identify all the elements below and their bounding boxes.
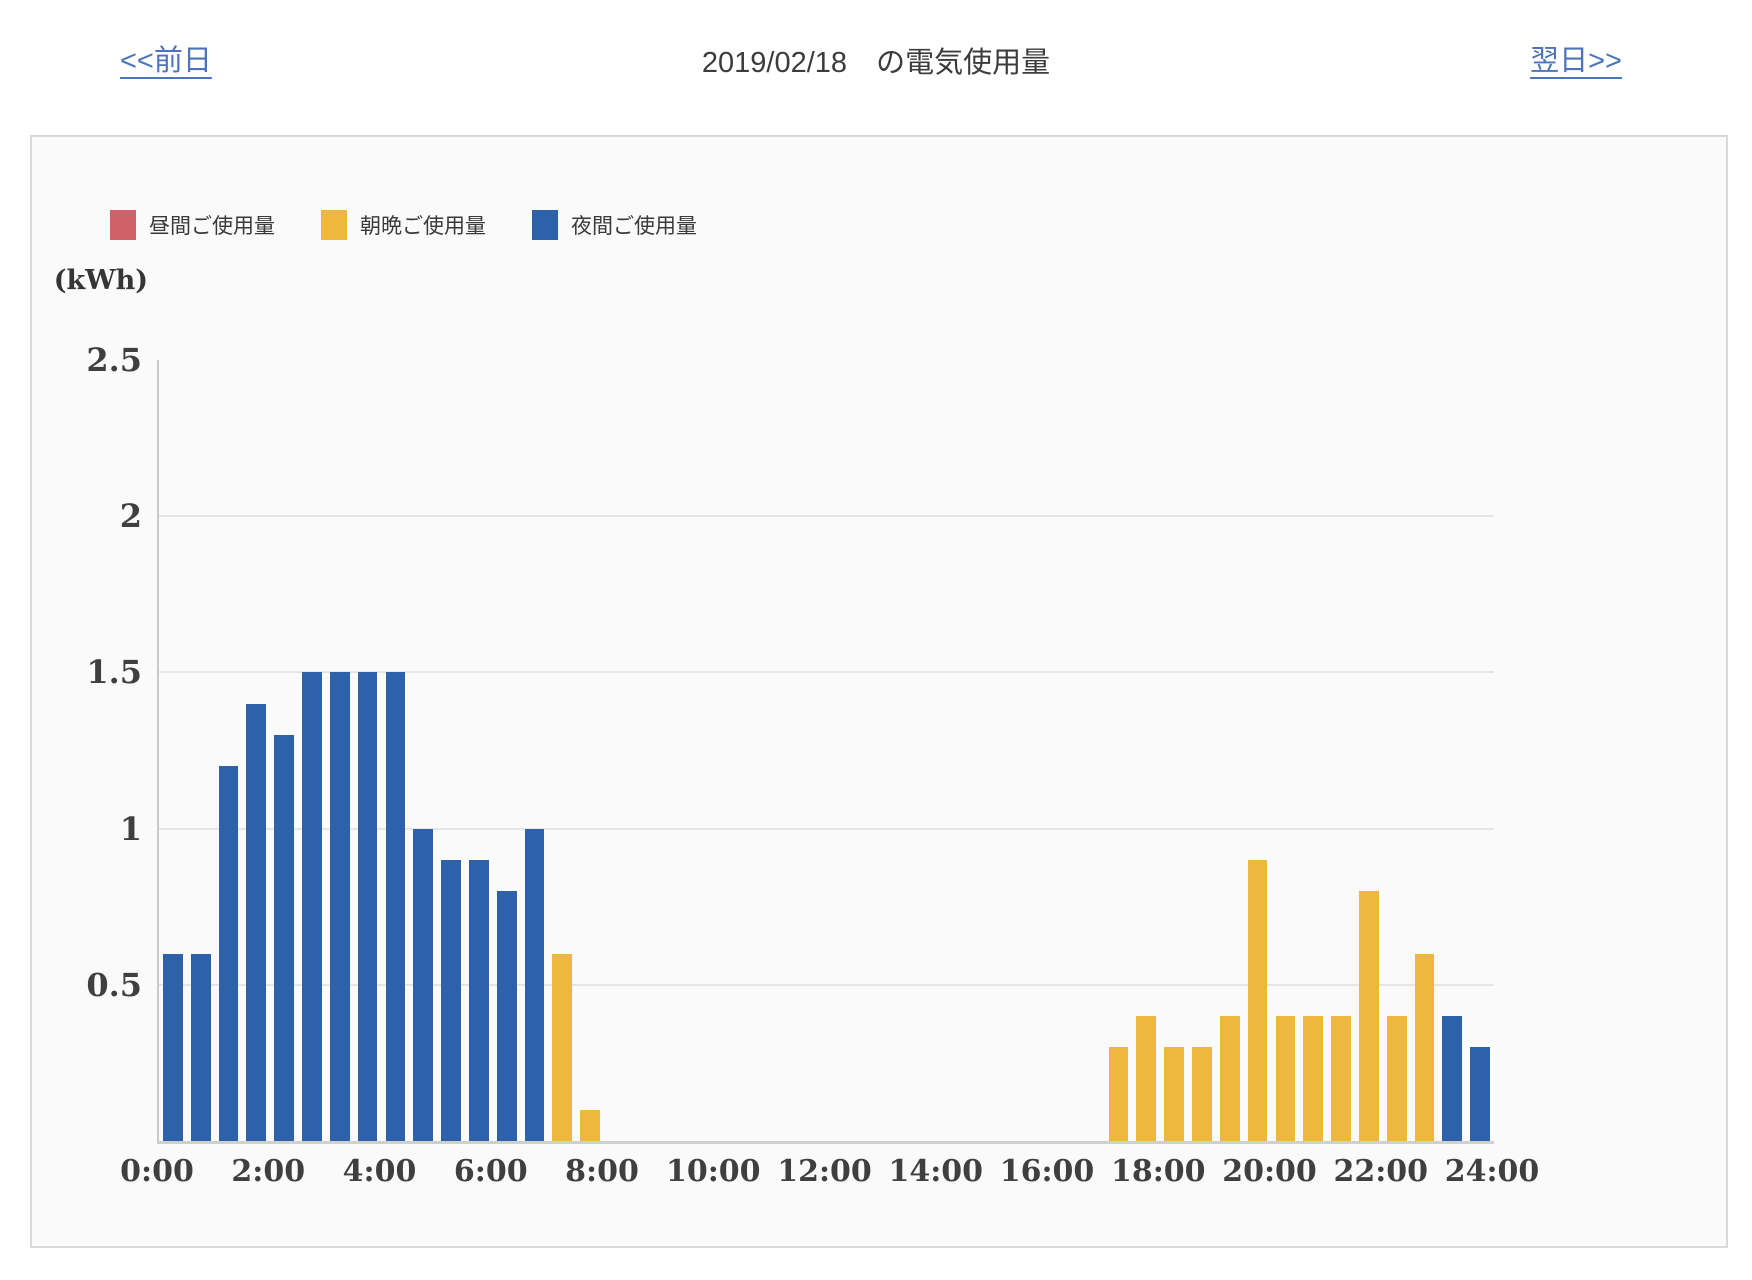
bar-6:00	[496, 891, 517, 1141]
x-tick-label-1600: 16:00	[999, 1154, 1095, 1189]
y-tick-label-2.5: 2.5	[86, 341, 142, 379]
bar-23:00	[1442, 1016, 1463, 1141]
legend-label-daytime: 昼間ご使用量	[149, 215, 275, 238]
x-tick-label-000: 0:00	[120, 1154, 194, 1189]
legend-swatch-daytime-icon	[110, 210, 136, 240]
x-tick-label-800: 8:00	[565, 1154, 639, 1189]
x-tick-label-1000: 10:00	[665, 1154, 761, 1189]
bar-5:00	[441, 859, 461, 1141]
x-tick-label-600: 6:00	[453, 1154, 528, 1189]
grid-line-1	[159, 827, 1494, 830]
x-tick-label-2200: 22:00	[1333, 1154, 1429, 1189]
x-tick-label-2400: 24:00	[1444, 1154, 1540, 1189]
bar-1:00	[218, 766, 239, 1141]
bar-0:30	[190, 953, 211, 1141]
legend-swatch-night-icon	[532, 210, 558, 240]
x-tick-label-1400: 14:00	[888, 1154, 984, 1189]
x-tick-label-400: 4:00	[342, 1154, 417, 1189]
next-day-link[interactable]: 翌日>>	[1530, 45, 1622, 77]
bar-3:00	[329, 672, 350, 1141]
bar-22:00	[1386, 1016, 1407, 1141]
bar-5:30	[468, 859, 489, 1141]
bar-20:30	[1303, 1016, 1324, 1141]
x-tick-label-200: 2:00	[231, 1154, 306, 1189]
bar-17:00	[1108, 1047, 1129, 1141]
legend-item-daytime: 昼間ご使用量	[110, 210, 275, 240]
previous-day-link[interactable]: <<前日	[120, 45, 212, 77]
bar-21:30	[1358, 891, 1379, 1141]
bar-2:00	[274, 734, 295, 1141]
y-tick-label-2: 2	[119, 497, 142, 536]
bar-6:30	[524, 828, 545, 1141]
legend-item-night: 夜間ご使用量	[532, 210, 697, 240]
grid-line-2	[159, 515, 1494, 518]
legend-label-night: 夜間ご使用量	[571, 215, 697, 238]
page-title: 2019/02/18 の電気使用量	[701, 47, 1051, 79]
bar-19:00	[1219, 1016, 1240, 1141]
y-tick-label-1: 1	[119, 809, 142, 848]
chart-legend: 昼間ご使用量 朝晩ご使用量 夜間ご使用量	[110, 210, 697, 240]
bar-7:30	[580, 1109, 600, 1141]
usage-bar-chart	[157, 360, 1494, 1144]
x-tick-label-2000: 20:00	[1222, 1154, 1317, 1189]
bar-21:00	[1331, 1016, 1351, 1141]
grid-line-1.5	[159, 671, 1494, 674]
bar-18:00	[1164, 1047, 1185, 1141]
bar-3:30	[357, 672, 378, 1141]
y-tick-label-1.5: 1.5	[86, 653, 142, 692]
legend-swatch-morning_evening-icon	[321, 210, 347, 240]
bar-0:00	[163, 953, 183, 1141]
x-tick-label-1800: 18:00	[1110, 1154, 1206, 1189]
bar-18:30	[1192, 1047, 1212, 1141]
legend-label-morning_evening: 朝晩ご使用量	[360, 215, 486, 238]
bar-7:00	[552, 953, 573, 1141]
bar-2:30	[302, 672, 322, 1141]
y-tick-label-0.5: 0.5	[86, 965, 142, 1004]
bar-20:00	[1275, 1016, 1296, 1141]
legend-item-morning_evening: 朝晩ご使用量	[321, 210, 486, 240]
bar-4:00	[385, 672, 406, 1141]
x-tick-label-1200: 12:00	[777, 1154, 872, 1189]
bar-1:30	[246, 703, 267, 1141]
bar-22:30	[1414, 953, 1435, 1141]
grid-line-0.5	[159, 983, 1494, 986]
bar-4:30	[413, 828, 434, 1141]
bar-19:30	[1247, 859, 1268, 1141]
y-axis-unit-label: (kWh)	[53, 265, 148, 296]
bar-17:30	[1136, 1016, 1157, 1141]
bar-23:30	[1470, 1047, 1490, 1141]
chart-card: 昼間ご使用量 朝晩ご使用量 夜間ご使用量 (kWh) 2.5 2 1.5 1 0.5 0:00…	[30, 135, 1728, 1248]
